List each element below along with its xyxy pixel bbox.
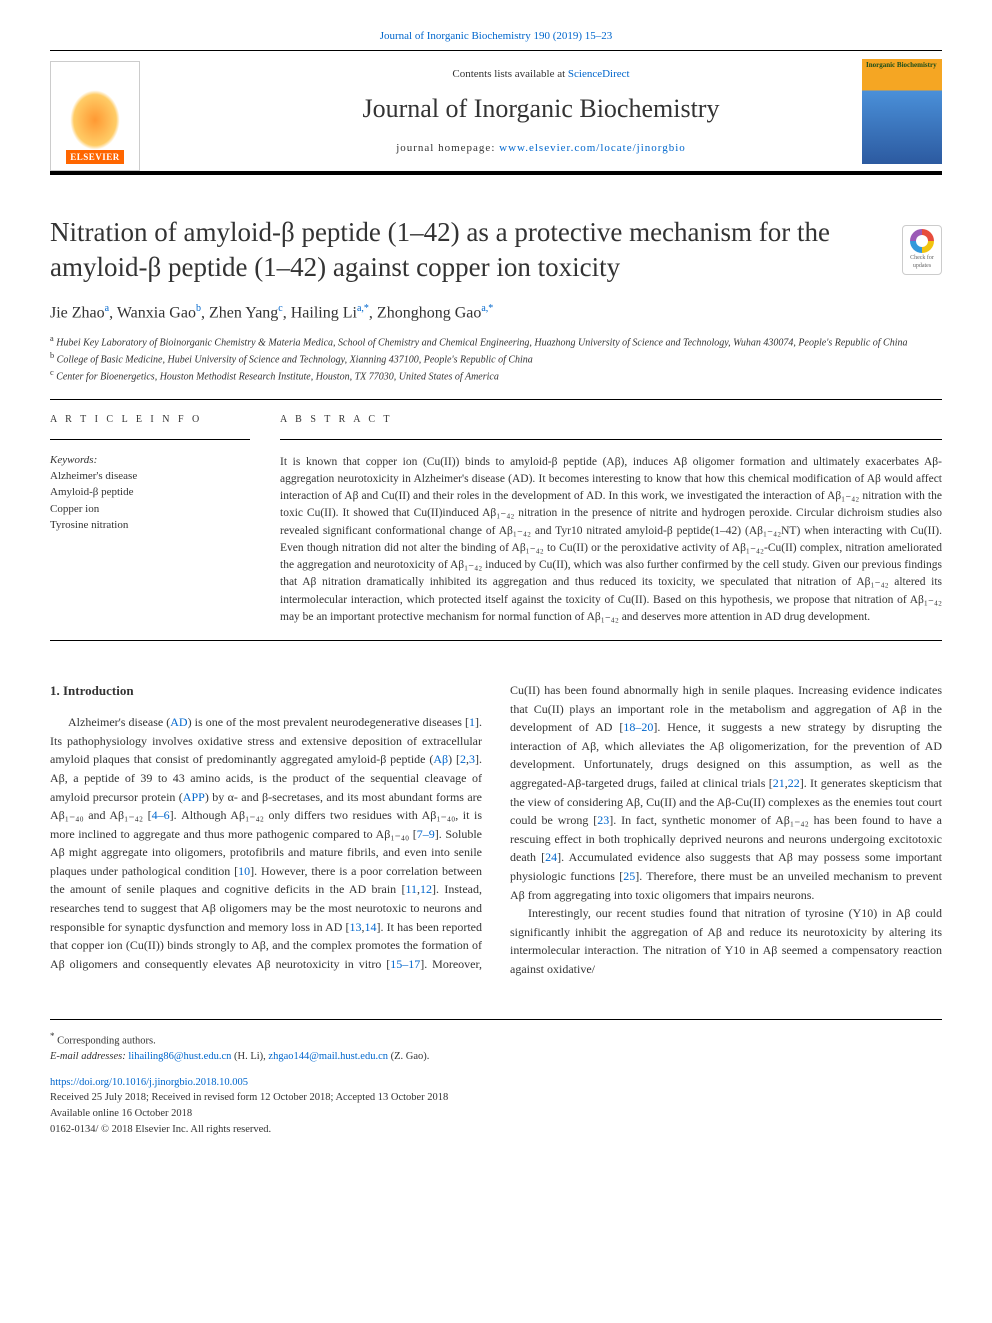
- elsevier-logo-text: ELSEVIER: [66, 150, 124, 164]
- crossmark-icon: [910, 229, 934, 253]
- article-title-text: Nitration of amyloid-β peptide (1–42) as…: [50, 217, 830, 282]
- divider: [50, 640, 942, 641]
- elsevier-logo[interactable]: ELSEVIER: [50, 61, 140, 171]
- doi-link[interactable]: https://doi.org/10.1016/j.jinorgbio.2018…: [50, 1077, 248, 1088]
- article-body: 1. Introduction Alzheimer's disease (AD)…: [50, 681, 942, 979]
- citation-header: Journal of Inorganic Biochemistry 190 (2…: [50, 30, 942, 42]
- journal-header: ELSEVIER Contents lists available at Sci…: [50, 50, 942, 175]
- affiliations: a Hubei Key Laboratory of Bioinorganic C…: [50, 333, 942, 385]
- article-footer: * Corresponding authors. E-mail addresse…: [50, 1019, 942, 1138]
- affiliation-a: a Hubei Key Laboratory of Bioinorganic C…: [50, 333, 942, 350]
- body-paragraph-2: Interestingly, our recent studies found …: [510, 904, 942, 978]
- keywords-label: Keywords:: [50, 454, 250, 466]
- journal-cover-thumbnail[interactable]: Inorganic Biochemistry: [862, 59, 942, 164]
- homepage-link[interactable]: www.elsevier.com/locate/jinorgbio: [499, 142, 686, 154]
- homepage-line: journal homepage: www.elsevier.com/locat…: [140, 142, 942, 164]
- contents-prefix: Contents lists available at: [452, 68, 567, 80]
- email-label: E-mail addresses:: [50, 1051, 128, 1062]
- info-abstract-row: A R T I C L E I N F O Keywords: Alzheime…: [50, 414, 942, 627]
- contents-line: Contents lists available at ScienceDirec…: [140, 68, 942, 80]
- divider: [50, 399, 942, 400]
- article-info-label: A R T I C L E I N F O: [50, 414, 250, 425]
- abstract-column: A B S T R A C T It is known that copper …: [280, 414, 942, 627]
- corresponding-note: * Corresponding authors.: [50, 1030, 942, 1049]
- keywords-list: Alzheimer's diseaseAmyloid-β peptideCopp…: [50, 468, 250, 534]
- info-divider: [50, 439, 250, 440]
- abstract-label: A B S T R A C T: [280, 414, 942, 425]
- affiliation-c: c Center for Bioenergetics, Houston Meth…: [50, 367, 942, 384]
- abstract-divider: [280, 439, 942, 440]
- cover-title: Inorganic Biochemistry: [866, 62, 937, 70]
- homepage-prefix: journal homepage:: [396, 142, 499, 154]
- email-name-1: (H. Li),: [231, 1051, 268, 1062]
- authors-line: Jie Zhaoa, Wanxia Gaob, Zhen Yangc, Hail…: [50, 303, 942, 322]
- elsevier-tree-icon: [70, 90, 120, 150]
- email-link-2[interactable]: zhgao144@mail.hust.edu.cn: [268, 1051, 388, 1062]
- article-info-column: A R T I C L E I N F O Keywords: Alzheime…: [50, 414, 250, 627]
- email-line: E-mail addresses: lihailing86@hust.edu.c…: [50, 1049, 942, 1065]
- received-line: Received 25 July 2018; Received in revis…: [50, 1090, 942, 1106]
- check-updates-text: Check for updates: [903, 255, 941, 271]
- email-link-1[interactable]: lihailing86@hust.edu.cn: [128, 1051, 231, 1062]
- email-name-2: (Z. Gao).: [388, 1051, 429, 1062]
- check-updates-badge[interactable]: Check for updates: [902, 225, 942, 275]
- sciencedirect-link[interactable]: ScienceDirect: [568, 68, 630, 80]
- doi-line: https://doi.org/10.1016/j.jinorgbio.2018…: [50, 1075, 942, 1091]
- available-line: Available online 16 October 2018: [50, 1106, 942, 1122]
- journal-name: Journal of Inorganic Biochemistry: [140, 94, 942, 124]
- header-center: Contents lists available at ScienceDirec…: [140, 68, 942, 164]
- intro-heading: 1. Introduction: [50, 681, 482, 701]
- copyright-line: 0162-0134/ © 2018 Elsevier Inc. All righ…: [50, 1122, 942, 1138]
- citation-link[interactable]: Journal of Inorganic Biochemistry 190 (2…: [380, 30, 613, 42]
- affiliation-b: b College of Basic Medicine, Hubei Unive…: [50, 350, 942, 367]
- article-title: Nitration of amyloid-β peptide (1–42) as…: [50, 215, 942, 285]
- abstract-text: It is known that copper ion (Cu(II)) bin…: [280, 454, 942, 627]
